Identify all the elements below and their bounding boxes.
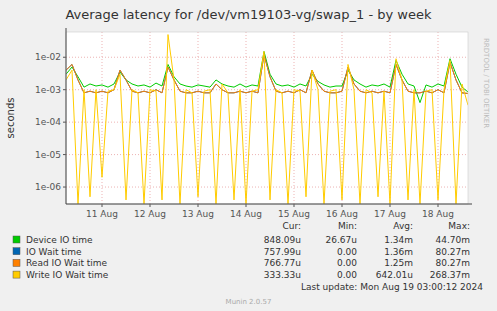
legend-header: Avg:	[393, 221, 413, 231]
legend-label: Write IO Wait time	[26, 270, 109, 280]
x-axis	[66, 204, 472, 205]
x-tick-label: 12 Aug	[134, 209, 166, 219]
legend-value: 1.25m	[384, 258, 413, 268]
footer: Last update: Mon Aug 19 03:00:12 2024	[301, 282, 483, 292]
legend-value: 766.77u	[264, 258, 301, 268]
x-tick-label: 14 Aug	[230, 209, 262, 219]
title: Average latency for /dev/vm19103-vg/swap…	[65, 7, 432, 22]
legend-header: Max:	[448, 221, 470, 231]
series-group	[66, 35, 468, 204]
legend-value: 333.33u	[264, 270, 301, 280]
legend-header: Min:	[338, 221, 357, 231]
y-tick-label: 1e-03	[35, 85, 61, 95]
legend-label: Read IO Wait time	[26, 258, 108, 268]
plot-area	[66, 32, 468, 204]
x-tick-label: 16 Aug	[326, 209, 358, 219]
series-line	[66, 55, 468, 94]
y-axis-label: seconds	[5, 98, 16, 139]
y-tick-label: 1e-05	[35, 150, 61, 160]
x-tick-label: 18 Aug	[422, 209, 454, 219]
legend-value: 757.99u	[264, 247, 301, 257]
legend-label: IO Wait time	[26, 247, 82, 257]
y-tick-label: 1e-04	[35, 117, 61, 127]
legend-label: Device IO time	[26, 235, 93, 245]
legend-value: 0.00	[337, 270, 357, 280]
legend-value: 26.67u	[326, 235, 357, 245]
legend-value: 642.01u	[376, 270, 413, 280]
y-axis	[66, 28, 67, 204]
legend-value: 1.34m	[384, 235, 413, 245]
chart: Average latency for /dev/vm19103-vg/swap…	[0, 0, 497, 311]
x-grid-line	[342, 32, 343, 204]
x-grid-line	[390, 32, 391, 204]
series-line	[66, 55, 468, 94]
series-line	[66, 35, 468, 204]
x-grid-line	[102, 32, 103, 204]
x-tick-label: 13 Aug	[182, 209, 214, 219]
y-tick-label: 1e-06	[35, 182, 61, 192]
x-grid-line	[294, 32, 295, 204]
x-tick-label: 17 Aug	[374, 209, 406, 219]
x-grid-line	[246, 32, 247, 204]
y-grid-line	[66, 57, 468, 58]
background	[0, 0, 497, 311]
plot-frame	[66, 32, 468, 204]
watermark: RRDTOOL / TOBI OETIKER	[482, 38, 490, 128]
legend-value: 44.70m	[435, 235, 470, 245]
x-tick-label: 15 Aug	[278, 209, 310, 219]
legend-value: 80.27m	[435, 247, 470, 257]
legend-swatch	[13, 236, 20, 243]
legend-value: 80.27m	[435, 258, 470, 268]
legend-header: Cur:	[282, 221, 301, 231]
legend-value: 848.09u	[264, 235, 301, 245]
x-grid-line	[198, 32, 199, 204]
legend-swatch	[13, 248, 20, 255]
series-line	[66, 52, 468, 103]
y-grid-line	[66, 154, 468, 155]
x-grid-line	[438, 32, 439, 204]
version: Munin 2.0.57	[226, 298, 272, 306]
x-grid-line	[150, 32, 151, 204]
legend-swatch	[13, 259, 20, 266]
legend-value: 268.37m	[430, 270, 470, 280]
legend-value: 0.00	[337, 247, 357, 257]
legend-value: 0.00	[337, 258, 357, 268]
x-tick-label: 11 Aug	[86, 209, 118, 219]
y-tick-label: 1e-02	[35, 52, 61, 62]
legend-swatch	[13, 271, 20, 278]
legend-value: 1.36m	[384, 247, 413, 257]
